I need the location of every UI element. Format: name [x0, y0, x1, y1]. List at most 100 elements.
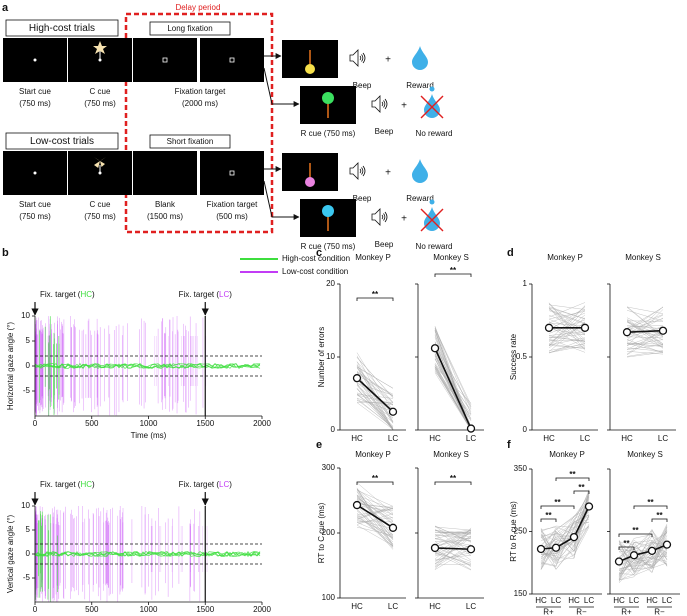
label: HC — [568, 596, 580, 605]
speaker-icon — [349, 162, 359, 180]
water-drop — [429, 199, 435, 205]
label: 0 — [33, 605, 38, 614]
individual-session — [356, 518, 394, 535]
significance-bracket — [540, 518, 557, 522]
label: R− — [654, 608, 665, 616]
label: Reward — [406, 194, 434, 203]
label: + — [385, 168, 391, 179]
individual-session — [434, 328, 472, 431]
individual-session — [356, 508, 394, 516]
sound-wave — [362, 52, 366, 64]
label: Monkey P — [355, 450, 391, 459]
individual-session — [356, 495, 394, 510]
screen — [133, 38, 197, 82]
individual-session — [548, 333, 586, 339]
significance-bracket — [356, 297, 394, 301]
mean-point — [569, 532, 579, 542]
speaker-icon — [349, 49, 359, 67]
label: No reward — [416, 242, 453, 251]
panel-label: f — [507, 439, 511, 451]
c-cue — [94, 157, 100, 161]
axis — [531, 284, 598, 431]
water-drop — [424, 94, 440, 118]
label: Low-cost trials — [30, 136, 94, 147]
individual-session — [618, 531, 668, 559]
individual-session — [626, 325, 664, 328]
label: ** — [623, 539, 630, 548]
individual-session — [618, 526, 668, 580]
individual-session — [626, 306, 664, 341]
speaker-icon — [371, 208, 381, 226]
individual-session — [356, 393, 394, 399]
label: R cue (750 ms) — [301, 242, 356, 251]
individual-session — [434, 534, 472, 561]
label: Monkey S — [433, 450, 469, 459]
individual-session — [618, 553, 668, 579]
individual-session — [618, 535, 668, 578]
label: ** — [372, 290, 379, 299]
mean-point — [430, 543, 440, 553]
label: LC — [388, 434, 398, 443]
individual-session — [434, 550, 472, 567]
label: 10 — [21, 311, 30, 320]
delay-box — [124, 12, 274, 234]
mean-point — [430, 344, 440, 353]
mean-point — [614, 557, 624, 566]
individual-session — [434, 328, 472, 405]
individual-session — [434, 549, 472, 570]
fixation-box — [149, 21, 231, 36]
label: LC — [584, 596, 594, 605]
individual-session — [548, 308, 586, 340]
individual-session — [618, 547, 668, 576]
individual-session — [548, 337, 586, 346]
individual-session — [356, 499, 394, 531]
label: HC — [80, 480, 92, 489]
individual-session — [356, 508, 394, 550]
arrow — [263, 67, 300, 107]
label: 1000 — [140, 605, 158, 614]
label: Beep — [375, 127, 394, 136]
label: ** — [450, 266, 457, 275]
mean-line — [626, 329, 664, 333]
individual-session — [434, 552, 472, 571]
individual-session — [434, 370, 472, 430]
individual-session — [434, 371, 472, 416]
label: + — [401, 214, 407, 225]
label: HC — [351, 602, 363, 611]
label: LC — [551, 596, 561, 605]
individual-session — [434, 537, 472, 565]
label: LC — [580, 434, 590, 443]
label: HC — [543, 434, 555, 443]
individual-session — [434, 329, 472, 408]
individual-session — [356, 383, 394, 430]
mean-point — [544, 323, 554, 332]
c-cue — [94, 161, 100, 168]
label: HC — [646, 596, 658, 605]
label: Fix. target ( — [40, 290, 81, 299]
label: Vertical gaze angle (°) — [6, 514, 15, 593]
individual-session — [626, 330, 664, 346]
sound-wave — [362, 165, 366, 177]
label: RT to R cue (ms) — [509, 501, 518, 562]
individual-session — [434, 530, 472, 542]
individual-session — [434, 531, 472, 554]
individual-session — [626, 328, 664, 355]
label: (750 ms) — [84, 212, 116, 221]
individual-session — [434, 364, 472, 430]
label: -5 — [23, 573, 31, 582]
label: LC — [219, 290, 229, 299]
individual-session — [356, 509, 394, 540]
label: 0 — [33, 419, 38, 428]
label: R+ — [621, 608, 632, 616]
individual-session — [548, 325, 586, 349]
label: LC — [466, 434, 476, 443]
individual-session — [548, 307, 586, 351]
individual-session — [548, 312, 586, 330]
label: HC — [429, 434, 441, 443]
c-cue — [100, 161, 105, 167]
fix-target-label: Fix. target (LC) — [179, 480, 233, 489]
r-cue — [305, 64, 315, 74]
individual-session — [548, 331, 586, 336]
individual-session — [548, 307, 586, 336]
label: 350 — [514, 464, 528, 473]
